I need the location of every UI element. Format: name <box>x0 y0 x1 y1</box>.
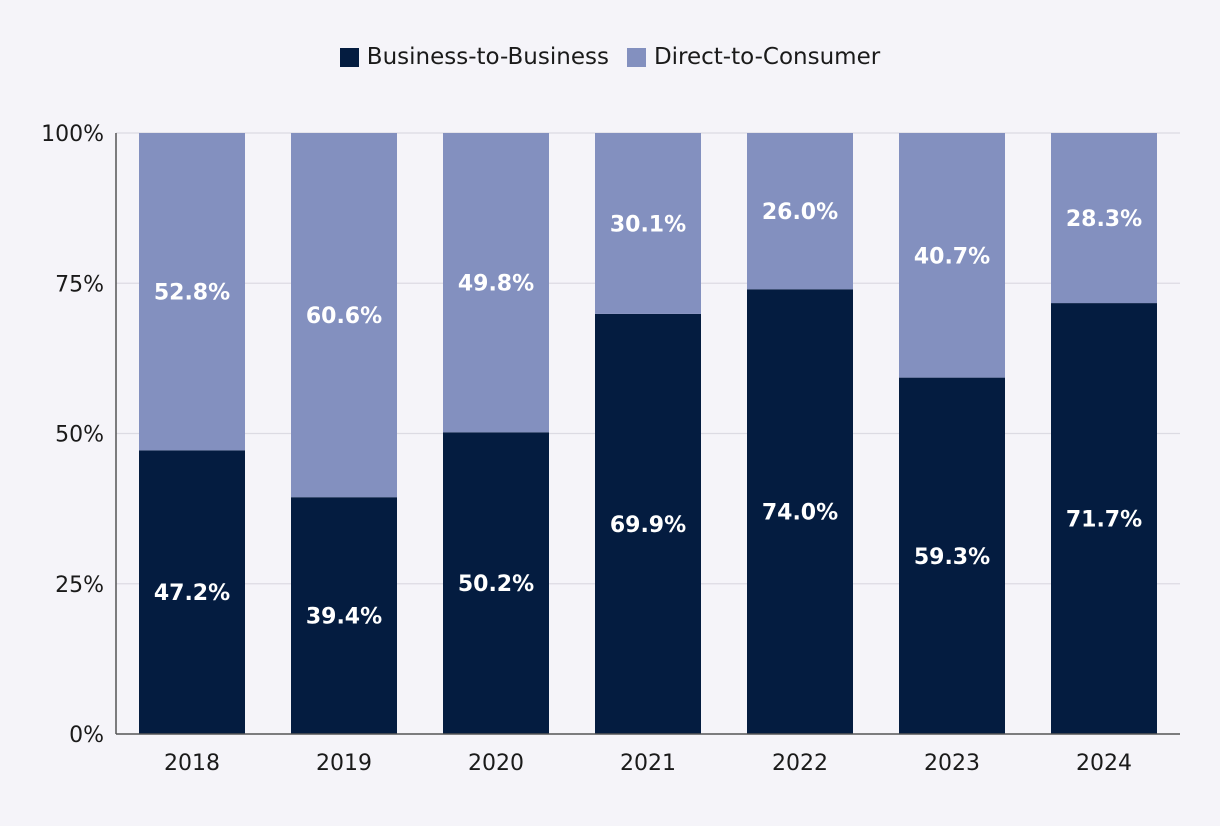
bar-b2b-2019 <box>291 497 397 734</box>
bar-b2b-2024 <box>1051 303 1157 734</box>
legend-swatch-b2b <box>339 47 359 67</box>
bar-dtc-2024 <box>1051 133 1157 304</box>
data-label-b2b-2023: 59.3% <box>914 545 990 570</box>
bar-b2b-2020 <box>443 432 549 734</box>
bar-b2b-2021 <box>595 313 701 734</box>
data-label-b2b-2019: 39.4% <box>306 605 382 630</box>
bar-dtc-2020 <box>443 133 549 433</box>
legend-label-b2b: Business-to-Business <box>366 44 609 70</box>
data-label-dtc-2021: 30.1% <box>610 212 686 237</box>
bar-b2b-2023 <box>899 377 1005 734</box>
data-label-dtc-2023: 40.7% <box>914 244 990 269</box>
x-tick-label: 2024 <box>1076 751 1132 776</box>
legend-item-dtc: Direct-to-Consumer <box>626 44 881 70</box>
legend-item-b2b: Business-to-Business <box>339 44 609 70</box>
y-tick-label: 100% <box>41 122 104 147</box>
data-label-b2b-2022: 74.0% <box>762 501 838 526</box>
bar-b2b-2018 <box>139 450 245 734</box>
x-tick-label: 2022 <box>772 751 828 776</box>
x-tick-label: 2021 <box>620 751 676 776</box>
y-tick-label: 50% <box>55 423 104 448</box>
y-tick-label: 75% <box>55 272 104 297</box>
data-label-b2b-2018: 47.2% <box>154 581 230 606</box>
bar-dtc-2022 <box>747 133 853 290</box>
data-label-dtc-2018: 52.8% <box>154 281 230 306</box>
y-tick-label: 0% <box>69 723 104 748</box>
x-tick-label: 2020 <box>468 751 524 776</box>
chart-legend: Business-to-Business Direct-to-Consumer <box>0 44 1220 70</box>
data-label-dtc-2024: 28.3% <box>1066 207 1142 232</box>
y-tick-label: 25% <box>55 573 104 598</box>
bar-dtc-2018 <box>139 133 245 451</box>
data-label-dtc-2022: 26.0% <box>762 200 838 225</box>
bar-dtc-2021 <box>595 133 701 314</box>
data-label-dtc-2019: 60.6% <box>306 304 382 329</box>
legend-swatch-dtc <box>626 47 646 67</box>
data-label-b2b-2021: 69.9% <box>610 513 686 538</box>
x-tick-label: 2023 <box>924 751 980 776</box>
x-tick-label: 2019 <box>316 751 372 776</box>
bar-dtc-2023 <box>899 133 1005 378</box>
data-label-b2b-2020: 50.2% <box>458 572 534 597</box>
legend-label-dtc: Direct-to-Consumer <box>653 44 881 70</box>
x-tick-label: 2018 <box>164 751 220 776</box>
bar-dtc-2019 <box>291 133 397 498</box>
bar-b2b-2022 <box>747 289 853 734</box>
data-label-dtc-2020: 49.8% <box>458 272 534 297</box>
data-label-b2b-2024: 71.7% <box>1066 508 1142 533</box>
